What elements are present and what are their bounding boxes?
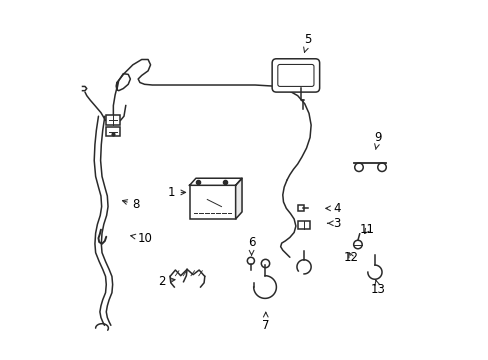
FancyBboxPatch shape — [272, 59, 319, 92]
Text: 9: 9 — [374, 131, 382, 149]
Text: 1: 1 — [168, 186, 185, 199]
Text: 12: 12 — [344, 252, 358, 265]
Bar — [105, 127, 120, 136]
Text: 3: 3 — [327, 217, 340, 230]
Polygon shape — [235, 178, 242, 219]
Polygon shape — [189, 178, 242, 185]
Bar — [105, 115, 120, 125]
Text: 2: 2 — [158, 275, 175, 288]
Text: 7: 7 — [262, 312, 269, 332]
Bar — [297, 221, 310, 229]
Text: 11: 11 — [359, 223, 374, 236]
Text: 8: 8 — [122, 198, 140, 211]
Text: 13: 13 — [370, 280, 385, 296]
Text: 4: 4 — [325, 202, 340, 215]
FancyBboxPatch shape — [277, 64, 313, 86]
Text: 6: 6 — [247, 235, 255, 255]
Bar — [189, 185, 235, 219]
Text: 10: 10 — [130, 232, 152, 245]
Text: 5: 5 — [303, 33, 311, 52]
